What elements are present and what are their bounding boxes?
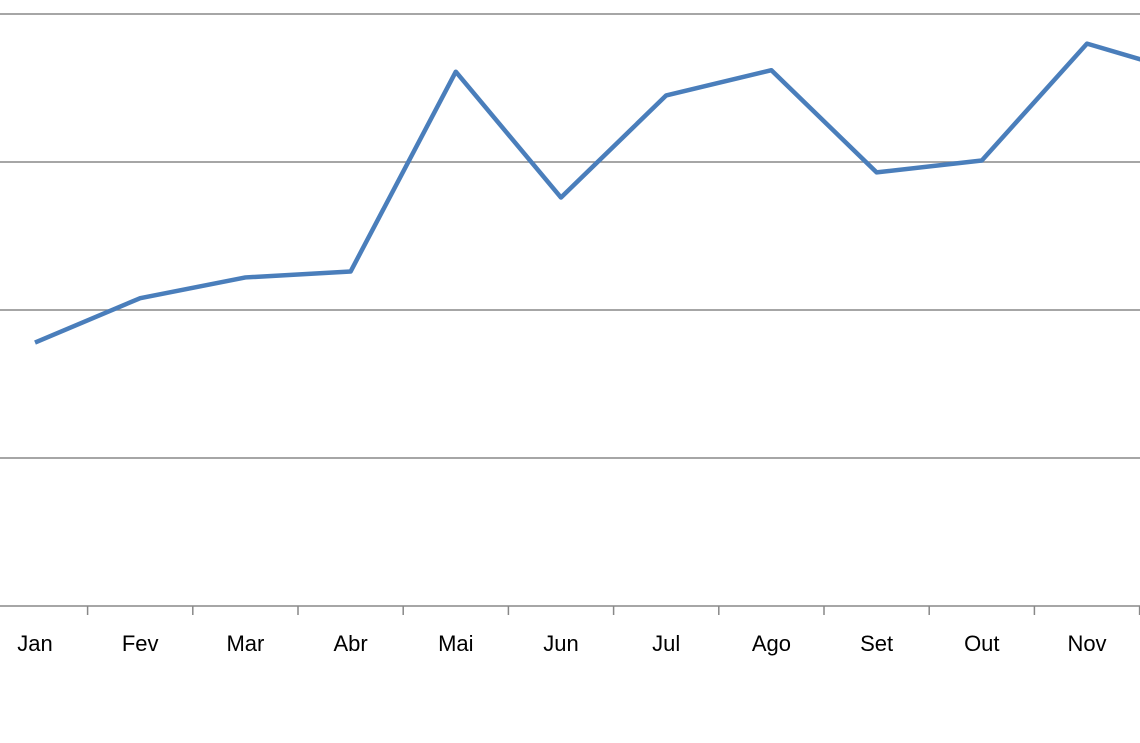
x-tick-label: Ago	[752, 631, 791, 656]
x-tick-label: Fev	[122, 631, 159, 656]
x-tick-label: Nov	[1067, 631, 1106, 656]
x-tick-label: Abr	[333, 631, 367, 656]
x-tick-label: Mai	[438, 631, 473, 656]
x-tick-label: Set	[860, 631, 893, 656]
x-tick-label: Out	[964, 631, 999, 656]
x-tick-label: Jan	[17, 631, 52, 656]
x-tick-label: Mar	[226, 631, 264, 656]
x-tick-label: Jun	[543, 631, 578, 656]
line-series	[34, 41, 1140, 345]
x-tick-label: Jul	[652, 631, 680, 656]
